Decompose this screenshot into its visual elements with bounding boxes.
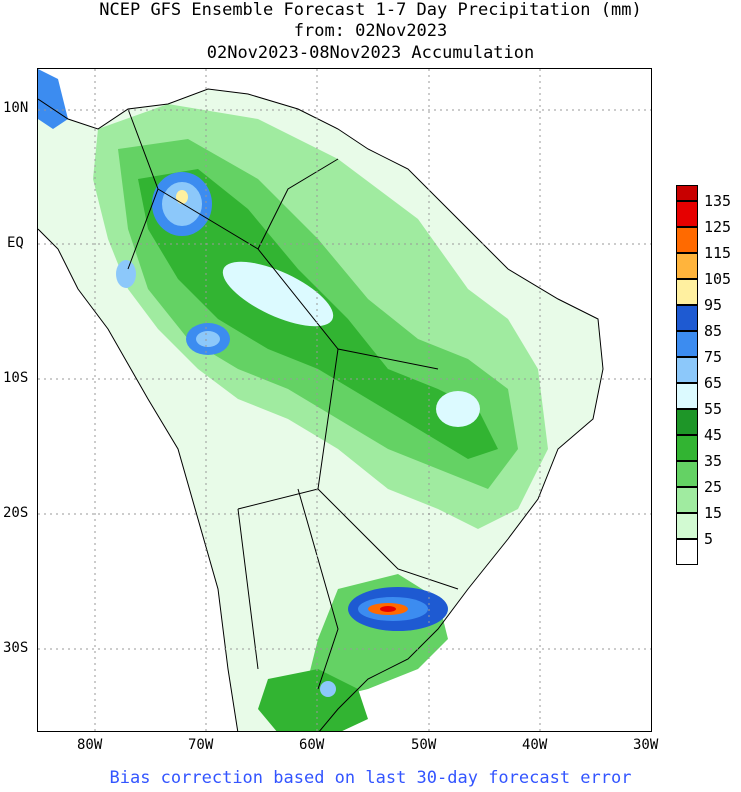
lon-label-60w: 60W — [299, 737, 325, 753]
legend-swatch — [676, 305, 698, 331]
lon-label-40w: 40W — [522, 737, 548, 753]
legend-swatch — [676, 513, 698, 539]
coastline — [38, 88, 604, 731]
legend-label: 45 — [704, 426, 723, 444]
chart-title: NCEP GFS Ensemble Forecast 1-7 Day Preci… — [99, 0, 642, 20]
legend-swatch — [676, 409, 698, 435]
legend-swatch — [676, 253, 698, 279]
legend-swatch — [676, 357, 698, 383]
precip-southern-tail — [258, 669, 368, 731]
core-ecuador — [116, 260, 136, 288]
accumulation-period: 02Nov2023-08Nov2023 Accumulation — [206, 43, 535, 63]
legend-swatch — [676, 487, 698, 513]
precipitation-map — [37, 68, 652, 732]
legend-label: 75 — [704, 348, 723, 366]
country-borders — [127, 108, 459, 690]
lat-label-10n: 10N — [3, 100, 29, 116]
lat-label-20s: 20S — [3, 505, 29, 521]
legend-label: 125 — [704, 218, 732, 236]
legend-swatch — [676, 539, 698, 565]
legend-label: 135 — [704, 192, 732, 210]
legend-swatch — [676, 435, 698, 461]
forecast-start-date: from: 02Nov2023 — [293, 21, 448, 41]
lon-label-50w: 50W — [411, 737, 437, 753]
legend-label: 25 — [704, 478, 723, 496]
lat-label-30s: 30S — [3, 640, 29, 656]
legend-label: 115 — [704, 244, 732, 262]
legend-swatch — [676, 279, 698, 305]
core-amazon — [222, 261, 334, 327]
lon-label-70w: 70W — [188, 737, 214, 753]
core-panama — [38, 69, 68, 129]
legend-swatch — [676, 331, 698, 357]
legend-label: 105 — [704, 270, 732, 288]
legend-label: 65 — [704, 374, 723, 392]
legend-label: 5 — [704, 530, 714, 548]
bias-correction-note: Bias correction based on last 30-day for… — [109, 768, 632, 788]
lat-label-eq: EQ — [7, 235, 24, 251]
lat-label-10s: 10S — [3, 370, 29, 386]
legend-label: 95 — [704, 296, 723, 314]
legend-swatch — [676, 185, 698, 201]
legend-swatch — [676, 201, 698, 227]
gridlines — [38, 69, 651, 731]
core-brazil-central — [436, 391, 480, 427]
legend-label: 15 — [704, 504, 723, 522]
legend-label: 55 — [704, 400, 723, 418]
legend-label: 35 — [704, 452, 723, 470]
lon-label-80w: 80W — [77, 737, 103, 753]
core-uruguay — [320, 681, 336, 697]
map-canvas — [38, 69, 651, 731]
legend-label: 85 — [704, 322, 723, 340]
legend-swatch — [676, 227, 698, 253]
lon-label-30w: 30W — [633, 737, 659, 753]
legend-swatch — [676, 461, 698, 487]
legend-swatch — [676, 383, 698, 409]
